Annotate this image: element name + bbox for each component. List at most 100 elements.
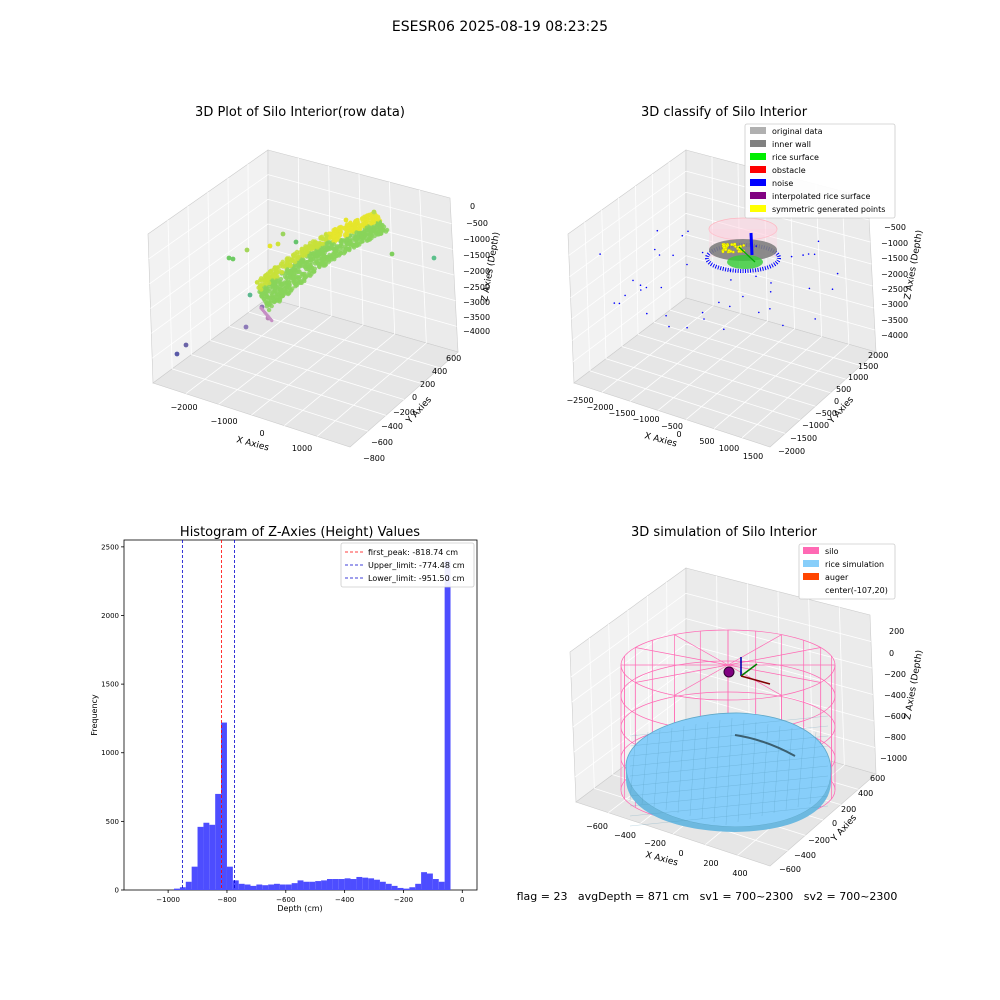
histogram-bar [368, 878, 375, 890]
scan-point [230, 256, 236, 262]
rice-mesh-line [629, 765, 829, 787]
scan-point [264, 292, 269, 297]
legend-swatch [803, 560, 819, 567]
scan-point [291, 253, 296, 258]
histogram-bar [344, 878, 351, 890]
silo-roof-spoke [635, 647, 729, 666]
scan-point [293, 275, 298, 280]
scan-point [267, 295, 272, 300]
gridline [621, 346, 816, 407]
histogram-bar [285, 884, 292, 890]
panel1-ytick: 400 [432, 367, 447, 376]
symmetric-point [721, 250, 725, 254]
scan-point [335, 237, 340, 242]
scan-point [384, 227, 390, 233]
scan-point [364, 214, 370, 220]
gridline [569, 191, 687, 277]
noise-point [755, 245, 757, 247]
gridline [572, 276, 687, 363]
panel4-ztick: −600 [884, 712, 906, 721]
panel1-ztick: −3500 [463, 313, 490, 322]
legend-swatch [750, 192, 766, 199]
scan-point [431, 255, 437, 261]
panel4-xtick: 200 [703, 859, 718, 868]
noise-point [723, 328, 725, 331]
panel4-x-ticks: −600 −400 −200 0 200 400 [586, 822, 748, 878]
scan-point [299, 246, 304, 252]
panel1-xtick: 0 [259, 429, 264, 438]
panel4-zlabel: Z Axies (Depth) [903, 649, 925, 720]
panel1-ztick: −2000 [463, 267, 490, 276]
legend-swatch [750, 127, 766, 134]
panel2-xtick: −2500 [566, 396, 593, 405]
panel2-ytick: 0 [834, 397, 839, 406]
panel3-bars [174, 560, 451, 890]
legend-swatch [750, 179, 766, 186]
legend-label: Upper_limit: -774.48 cm [368, 561, 465, 570]
panel2-y-ticks: −2000 −1500 −1000 −500 0 500 1000 1500 2… [778, 351, 888, 456]
panel2-z-ticks: −500 −1000 −1500 −2000 −2500 −3000 −3500… [881, 223, 908, 340]
legend-label: rice simulation [825, 560, 884, 569]
noise-point [807, 253, 810, 255]
panel2-ztick: −4000 [881, 331, 908, 340]
histogram-bar [356, 876, 363, 890]
scan-point [292, 266, 297, 271]
scan-point [275, 241, 281, 247]
scan-point [289, 258, 294, 263]
panel2-point-cloud [599, 217, 839, 331]
panel2-ytick: 500 [836, 385, 851, 394]
noise-point [613, 302, 616, 304]
legend-label: symmetric generated points [772, 205, 885, 214]
x-tick-label: −1000 [156, 896, 180, 904]
panel4-y-ticks: −600 −400 −200 0 200 400 600 [779, 774, 885, 874]
scan-point [344, 232, 350, 237]
panel4-legend-box [798, 543, 896, 600]
scan-point [315, 261, 321, 266]
rice-mesh-line [653, 729, 661, 808]
panel4-ytick: 0 [832, 819, 837, 828]
noise-point [817, 240, 820, 243]
histogram-bar [291, 883, 298, 890]
gridline [618, 197, 623, 347]
y-tick-label: 500 [106, 818, 119, 826]
panel1-x-ticks: −2000 −1000 0 1000 [170, 403, 312, 453]
x-tick-label: −400 [335, 896, 354, 904]
noise-column [749, 232, 754, 256]
scan-point [347, 247, 352, 253]
symmetric-point [734, 245, 737, 248]
histogram-bar [203, 822, 210, 890]
rice-mesh-line [761, 723, 769, 817]
scan-point [301, 257, 306, 263]
noise-point [742, 295, 744, 298]
scan-point [348, 227, 353, 233]
scan-point [324, 241, 329, 246]
x-tick-label: 0 [460, 896, 464, 904]
y-tick-label: 2000 [101, 612, 119, 620]
scan-point [321, 262, 326, 267]
y-tick-label: 1000 [101, 749, 119, 757]
noise-point [656, 229, 659, 232]
histogram-bar [379, 881, 386, 890]
scan-point [288, 263, 293, 268]
scan-point [339, 226, 345, 231]
scan-point [309, 271, 314, 277]
scan-point [247, 292, 253, 298]
panel4-xlabel: X Axies [644, 850, 679, 868]
scan-point [344, 225, 350, 230]
panel2-floor-pane [573, 297, 877, 448]
panel2-ztick: −3000 [881, 300, 908, 309]
panel4-xtick: 400 [732, 869, 747, 878]
histogram-bar [226, 866, 233, 890]
panel2-ytick: 1500 [858, 362, 878, 371]
scan-point [309, 245, 315, 250]
noise-point [681, 234, 684, 237]
scan-point [267, 243, 273, 249]
histogram-bar [221, 722, 227, 890]
panel4-ytick: −600 [779, 865, 801, 874]
scan-point [288, 287, 293, 292]
gridline [651, 173, 655, 323]
panel3-legend-box [340, 542, 475, 588]
scan-point [278, 261, 284, 267]
panel2-xtick: 1500 [743, 452, 763, 461]
